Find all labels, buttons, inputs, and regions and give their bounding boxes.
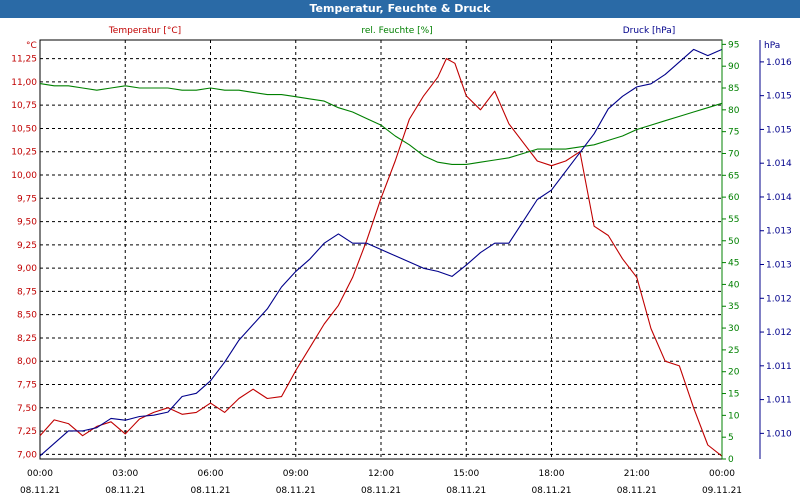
humidity-tick-label: 5 bbox=[728, 433, 734, 443]
pressure-axis: 1.016 1.015 1.015 1.014 1.014 1.013 1.013 1.012… bbox=[760, 58, 792, 439]
temperature-tick-label: 7,75 bbox=[17, 381, 37, 391]
x-tick-date: 08.11.21 bbox=[361, 486, 401, 496]
humidity-tick-label: 85 bbox=[728, 84, 739, 94]
temperature-tick-label: 10,25 bbox=[11, 148, 37, 158]
temperature-line bbox=[39, 58, 723, 457]
pressure-tick-label: 1.015 bbox=[766, 92, 792, 102]
temperature-tick-label: 8,00 bbox=[17, 357, 37, 367]
humidity-tick-label: 65 bbox=[728, 171, 739, 181]
humidity-tick-label: 20 bbox=[728, 368, 740, 378]
temperature-tick-label: 7,25 bbox=[17, 427, 37, 437]
humidity-tick-label: 10 bbox=[728, 411, 740, 421]
temperature-tick-label: 9,75 bbox=[17, 194, 37, 204]
temperature-axis: 11,25 11,00 10,75 10,50 10,25 10,00 9,75 9,50 9,… bbox=[11, 55, 37, 461]
temperature-unit: °C bbox=[26, 41, 37, 51]
pressure-tick-label: 1.012 bbox=[766, 328, 792, 338]
humidity-tick-label: 90 bbox=[728, 62, 740, 72]
temperature-tick-label: 9,00 bbox=[17, 264, 37, 274]
x-tick-time: 21:00 bbox=[624, 469, 650, 479]
x-tick-date: 08.11.21 bbox=[446, 486, 486, 496]
x-tick-date: 08.11.21 bbox=[20, 486, 60, 496]
temperature-tick-label: 10,75 bbox=[11, 101, 37, 111]
pressure-tick-label: 1.011 bbox=[766, 362, 792, 372]
humidity-tick-label: 35 bbox=[728, 302, 739, 312]
grid-lines bbox=[40, 40, 722, 459]
humidity-tick-label: 45 bbox=[728, 259, 739, 269]
humidity-tick-label: 60 bbox=[728, 193, 740, 203]
pressure-tick-label: 1.014 bbox=[766, 159, 792, 169]
x-tick-time: 00:00 bbox=[709, 469, 735, 479]
pressure-tick-label: 1.016 bbox=[766, 58, 792, 68]
temperature-tick-label: 9,50 bbox=[17, 218, 37, 228]
pressure-tick-label: 1.011 bbox=[766, 396, 792, 406]
x-tick-date: 08.11.21 bbox=[105, 486, 145, 496]
pressure-unit: hPa bbox=[764, 41, 780, 51]
temperature-tick-label: 7,00 bbox=[17, 450, 37, 460]
humidity-tick-label: 0 bbox=[728, 455, 734, 465]
temperature-tick-label: 8,50 bbox=[17, 311, 37, 321]
pressure-tick-label: 1.010 bbox=[766, 429, 792, 439]
humidity-tick-label: 25 bbox=[728, 346, 739, 356]
temperature-tick-label: 11,25 bbox=[11, 55, 37, 65]
x-tick-date: 09.11.21 bbox=[702, 486, 742, 496]
pressure-tick-label: 1.013 bbox=[766, 261, 792, 271]
pressure-tick-label: 1.014 bbox=[766, 193, 792, 203]
pressure-tick-label: 1.015 bbox=[766, 125, 792, 135]
humidity-tick-label: 75 bbox=[728, 128, 739, 138]
pressure-tick-label: 1.012 bbox=[766, 294, 792, 304]
pressure-tick-label: 1.013 bbox=[766, 227, 792, 237]
temperature-tick-label: 10,00 bbox=[11, 171, 37, 181]
humidity-tick-label: 70 bbox=[728, 149, 740, 159]
time-axis: 00:00 08.11.21 03:00 08.11.21 06:00 08.11.21 0… bbox=[20, 469, 742, 496]
x-tick-date: 08.11.21 bbox=[190, 486, 230, 496]
temperature-tick-label: 11,00 bbox=[11, 78, 37, 88]
humidity-tick-label: 50 bbox=[728, 237, 740, 247]
x-tick-time: 06:00 bbox=[198, 469, 224, 479]
x-tick-time: 09:00 bbox=[283, 469, 309, 479]
series-layer bbox=[39, 48, 723, 457]
chart-title: Temperatur, Feuchte & Druck bbox=[0, 0, 800, 18]
x-tick-time: 18:00 bbox=[539, 469, 565, 479]
humidity-tick-label: 55 bbox=[728, 215, 739, 225]
x-tick-time: 12:00 bbox=[368, 469, 394, 479]
temperature-tick-label: 9,25 bbox=[17, 241, 37, 251]
humidity-tick-label: 40 bbox=[728, 280, 740, 290]
temperature-tick-label: 8,25 bbox=[17, 334, 37, 344]
humidity-tick-label: 15 bbox=[728, 390, 739, 400]
humidity-axis-label: rel. Feuchte [%] bbox=[361, 26, 432, 36]
temperature-tick-label: 10,50 bbox=[11, 124, 37, 134]
humidity-line bbox=[39, 83, 723, 165]
pressure-line bbox=[39, 48, 723, 457]
humidity-tick-label: 80 bbox=[728, 106, 740, 116]
x-tick-time: 15:00 bbox=[453, 469, 479, 479]
temperature-tick-label: 8,75 bbox=[17, 287, 37, 297]
x-tick-date: 08.11.21 bbox=[531, 486, 571, 496]
humidity-tick-label: 30 bbox=[728, 324, 740, 334]
temperature-tick-label: 7,50 bbox=[17, 404, 37, 414]
x-tick-date: 08.11.21 bbox=[617, 486, 657, 496]
x-tick-date: 08.11.21 bbox=[276, 486, 316, 496]
temperature-axis-label: Temperatur [°C] bbox=[108, 26, 181, 36]
humidity-tick-label: 95 bbox=[728, 40, 739, 50]
pressure-axis-label: Druck [hPa] bbox=[623, 26, 676, 36]
x-tick-time: 03:00 bbox=[112, 469, 138, 479]
x-tick-time: 00:00 bbox=[27, 469, 53, 479]
